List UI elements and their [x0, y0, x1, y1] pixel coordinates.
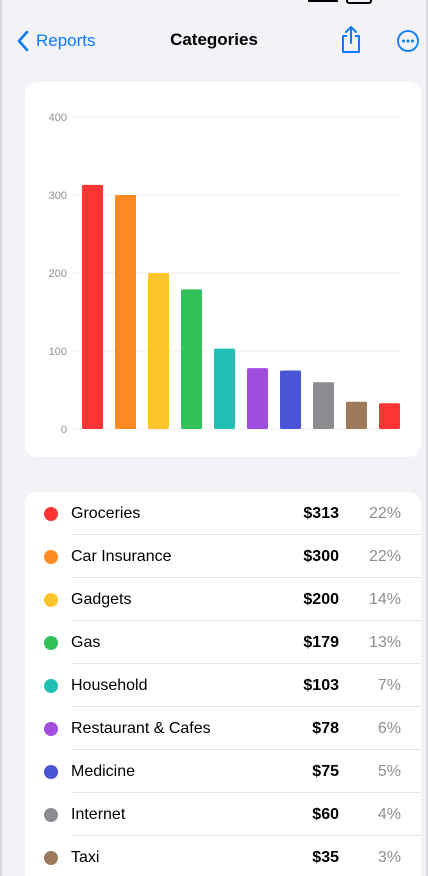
category-row[interactable]: Medicine $75 5% — [25, 750, 421, 793]
back-label: Reports — [36, 31, 96, 50]
bar-chart: 0 100 200 300 400 — [49, 112, 401, 436]
category-row[interactable]: Household $103 7% — [25, 664, 421, 707]
bar-car-insurance[interactable] — [115, 195, 136, 429]
category-color-dot — [44, 507, 58, 521]
category-percent: 14% — [368, 591, 401, 608]
battery-icon — [346, 0, 372, 4]
category-amount: $35 — [312, 849, 339, 866]
bar-gas[interactable] — [181, 289, 202, 429]
category-color-dot — [44, 765, 58, 779]
category-name: Gadgets — [71, 591, 132, 608]
category-name: Groceries — [71, 505, 141, 522]
category-name: Internet — [71, 806, 126, 823]
y-tick-label: 300 — [49, 190, 67, 202]
category-row[interactable]: Taxi $35 3% — [25, 836, 421, 876]
chart-card: 0 100 200 300 400 — [25, 82, 421, 457]
category-name: Household — [71, 677, 148, 694]
category-amount: $78 — [312, 720, 339, 737]
row-separator — [71, 792, 421, 793]
category-percent: 13% — [368, 634, 401, 651]
bar-medicine[interactable] — [280, 370, 301, 430]
status-bar — [2, 0, 426, 8]
category-row[interactable]: Car Insurance $300 22% — [25, 535, 421, 578]
row-separator — [71, 577, 421, 578]
category-percent: 7% — [377, 677, 401, 694]
bar-internet[interactable] — [313, 382, 334, 429]
category-amount: $179 — [303, 634, 339, 651]
category-color-dot — [44, 593, 58, 607]
category-row[interactable]: Gadgets $200 14% — [25, 578, 421, 621]
category-amount: $75 — [312, 763, 339, 780]
y-tick-label: 400 — [49, 112, 67, 124]
category-color-dot — [44, 851, 58, 865]
category-amount: $300 — [303, 548, 339, 565]
row-separator — [71, 620, 421, 621]
category-name: Car Insurance — [71, 548, 172, 565]
category-color-dot — [44, 722, 58, 736]
category-name: Medicine — [71, 763, 136, 780]
y-tick-label: 100 — [49, 346, 67, 358]
category-row[interactable]: Restaurant & Cafes $78 6% — [25, 707, 421, 750]
row-separator — [71, 663, 421, 664]
category-amount: $103 — [303, 677, 339, 694]
category-name: Restaurant & Cafes — [71, 720, 211, 737]
bar-taxi[interactable] — [346, 401, 367, 429]
category-percent: 3% — [377, 849, 401, 866]
y-tick-label: 200 — [49, 268, 67, 280]
category-percent: 22% — [368, 548, 401, 565]
category-color-dot — [44, 636, 58, 650]
category-name: Taxi — [71, 849, 100, 866]
ellipsis-circle-icon — [397, 30, 419, 52]
bar-other[interactable] — [379, 403, 400, 429]
category-list: Groceries $313 22% Car Insurance $300 22% Gadg… — [25, 492, 421, 876]
share-icon — [342, 26, 360, 53]
bar-gadgets[interactable] — [148, 273, 169, 429]
page-title: Categories — [170, 30, 258, 49]
share-button[interactable] — [339, 25, 363, 55]
category-percent: 6% — [377, 720, 401, 737]
signal-icon — [308, 0, 338, 2]
row-separator — [71, 706, 421, 707]
chevron-left-icon — [17, 30, 29, 52]
category-amount: $60 — [312, 806, 339, 823]
category-color-dot — [44, 550, 58, 564]
navigation-bar: Reports Categories — [2, 14, 426, 70]
row-separator — [71, 534, 421, 535]
y-tick-label: 0 — [61, 424, 67, 436]
bar-restaurant-cafes[interactable] — [247, 368, 268, 429]
row-separator — [71, 749, 421, 750]
bar-groceries[interactable] — [82, 184, 103, 429]
bar-household[interactable] — [214, 348, 235, 429]
row-separator — [71, 835, 421, 836]
category-color-dot — [44, 679, 58, 693]
category-row[interactable]: Gas $179 13% — [25, 621, 421, 664]
category-percent: 22% — [368, 505, 401, 522]
category-row[interactable]: Internet $60 4% — [25, 793, 421, 836]
category-row[interactable]: Groceries $313 22% — [25, 492, 421, 535]
back-button[interactable]: Reports — [16, 28, 96, 54]
category-percent: 4% — [377, 806, 401, 823]
category-name: Gas — [71, 634, 101, 651]
category-amount: $313 — [303, 505, 339, 522]
category-percent: 5% — [377, 763, 401, 780]
more-options-button[interactable] — [396, 29, 420, 53]
category-amount: $200 — [303, 591, 339, 608]
category-color-dot — [44, 808, 58, 822]
